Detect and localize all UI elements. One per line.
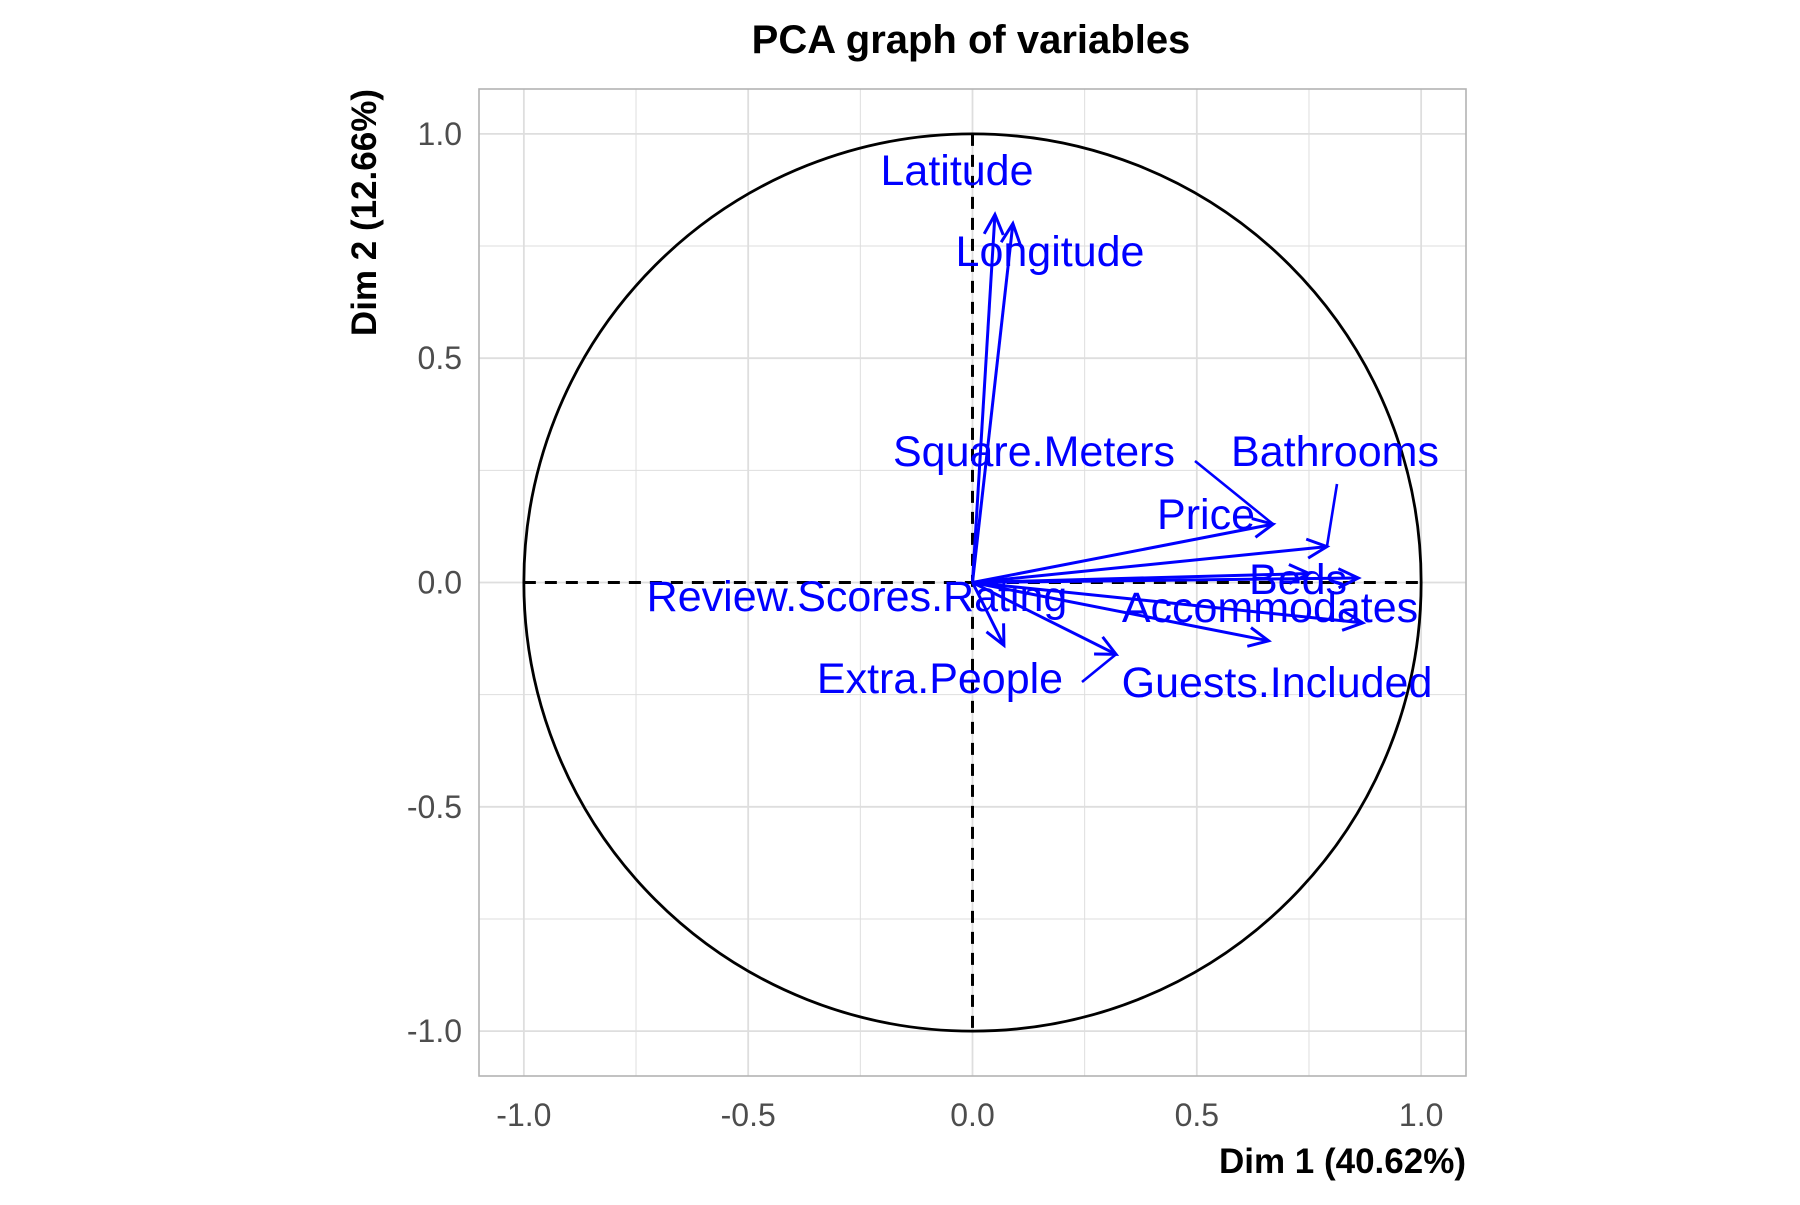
x-tick-label: 0.5 bbox=[1175, 1097, 1219, 1133]
y-tick-label: -1.0 bbox=[407, 1013, 462, 1049]
arrow-shaft bbox=[971, 581, 1006, 646]
arrow-shaft bbox=[972, 522, 1274, 584]
y-tick-label: 1.0 bbox=[418, 116, 462, 152]
arrow-head bbox=[999, 220, 1022, 245]
arrow-latitude bbox=[971, 211, 1005, 583]
arrow-head bbox=[1337, 567, 1362, 590]
y-tick-label: -0.5 bbox=[407, 789, 462, 825]
label-beds: Beds bbox=[1249, 556, 1347, 604]
arrow-shaft bbox=[972, 581, 1269, 643]
arrow-head bbox=[1246, 626, 1272, 648]
arrow-review-scores-rating bbox=[971, 581, 1006, 649]
arrow-shaft bbox=[971, 223, 1015, 583]
arrow-guests-included bbox=[972, 581, 1272, 648]
label-leader-bathrooms bbox=[1325, 483, 1339, 547]
label-leader-extra-people bbox=[1081, 653, 1117, 684]
x-tick-label: -0.5 bbox=[721, 1097, 776, 1133]
x-tick-label: -1.0 bbox=[496, 1097, 551, 1133]
arrow-shaft bbox=[972, 545, 1328, 584]
label-latitude: Latitude bbox=[880, 147, 1033, 195]
label-guests-included: Guests.Included bbox=[1122, 659, 1433, 707]
label-bathrooms: Bathrooms bbox=[1231, 428, 1439, 476]
arrow-longitude bbox=[971, 220, 1022, 583]
arrow-shaft bbox=[972, 581, 1363, 625]
arrow-head bbox=[982, 211, 1005, 236]
panel-border bbox=[478, 88, 1467, 1077]
arrow-shaft bbox=[971, 214, 997, 583]
x-axis-title: Dim 1 (40.62%) bbox=[1219, 1142, 1466, 1181]
arrow-shaft bbox=[971, 581, 1117, 656]
arrow-head bbox=[985, 623, 1006, 649]
x-tick-label: 0.0 bbox=[950, 1097, 994, 1133]
y-tick-label: 0.5 bbox=[418, 340, 462, 376]
variable-arrows bbox=[971, 211, 1367, 656]
label-longitude: Longitude bbox=[956, 228, 1145, 276]
chart-title: PCA graph of variables bbox=[752, 18, 1191, 62]
label-accommodates: Accommodates bbox=[1122, 584, 1418, 632]
variable-labels: Latitude Longitude Square.Meters Bathrooms P… bbox=[647, 147, 1439, 707]
arrow-head bbox=[1341, 610, 1367, 632]
arrow-head bbox=[1288, 563, 1313, 585]
arrow-shaft bbox=[972, 576, 1359, 584]
label-extra-people: Extra.People bbox=[817, 655, 1063, 703]
y-tick-label: 0.0 bbox=[418, 565, 462, 601]
tick-labels: -1.0 -0.5 0.0 0.5 1.0 1.0 0.5 0.0 -0.5 -1.0 bbox=[407, 116, 1444, 1133]
arrow-accommodates bbox=[972, 581, 1367, 632]
x-tick-label: 1.0 bbox=[1399, 1097, 1443, 1133]
label-leader-square-meters bbox=[1194, 459, 1274, 526]
label-square-meters: Square.Meters bbox=[893, 428, 1175, 476]
arrow-beds bbox=[972, 567, 1362, 590]
y-axis-title: Dim 2 (12.66%) bbox=[345, 89, 384, 336]
label-review-scores-rating: Review.Scores.Rating bbox=[647, 573, 1068, 621]
label-price: Price bbox=[1157, 491, 1255, 539]
